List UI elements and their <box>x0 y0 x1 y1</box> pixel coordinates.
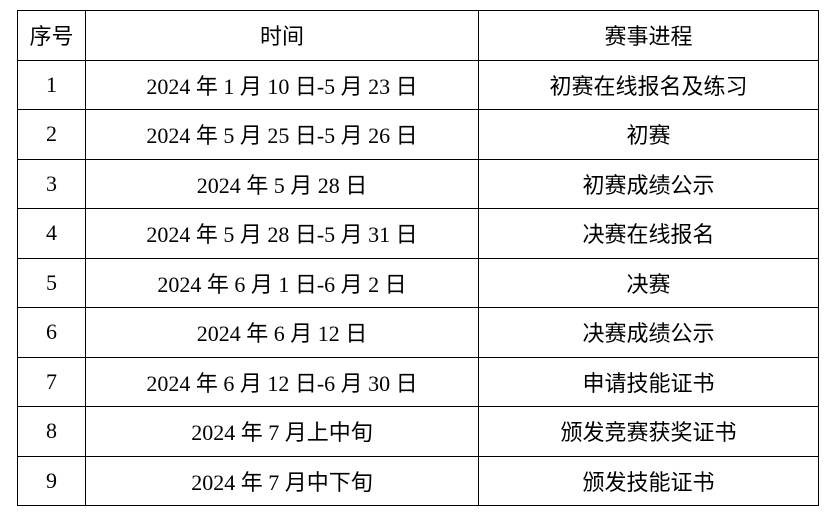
cell-time: 2024 年 5 月 28 日 <box>85 158 479 209</box>
cell-index: 1 <box>17 59 86 110</box>
schedule-table: 序号 时间 赛事进程 1 2024 年 1 月 10 日-5 月 23 日初赛在线… <box>17 10 819 506</box>
cell-stage: 初赛成绩公示 <box>478 158 819 209</box>
header-index: 序号 <box>17 10 86 61</box>
cell-index: 8 <box>17 406 86 457</box>
header-stage: 赛事进程 <box>478 10 819 61</box>
header-time: 时间 <box>85 10 479 61</box>
cell-index: 9 <box>17 455 86 506</box>
table-row: 1 2024 年 1 月 10 日-5 月 23 日初赛在线报名及练习 <box>17 59 819 110</box>
cell-time: 2024 年 6 月 12 日-6 月 30 日 <box>85 356 479 407</box>
table-row: 8 2024 年 7 月上中旬 颁发竞赛获奖证书 <box>17 406 819 457</box>
cell-index: 5 <box>17 257 86 308</box>
cell-time: 2024 年 7 月上中旬 <box>85 406 479 457</box>
cell-stage: 颁发技能证书 <box>478 455 819 506</box>
cell-time: 2024 年 6 月 1 日-6 月 2 日 <box>85 257 479 308</box>
cell-index: 3 <box>17 158 86 209</box>
cell-time: 2024 年 1 月 10 日-5 月 23 日 <box>85 59 479 110</box>
cell-index: 4 <box>17 208 86 259</box>
table-row: 2 2024 年 5 月 25 日-5 月 26 日初赛 <box>17 109 819 160</box>
cell-stage: 决赛 <box>478 257 819 308</box>
cell-stage: 初赛 <box>478 109 819 160</box>
cell-stage: 决赛成绩公示 <box>478 307 819 358</box>
cell-stage: 决赛在线报名 <box>478 208 819 259</box>
cell-stage: 颁发竞赛获奖证书 <box>478 406 819 457</box>
table-row: 9 2024 年 7 月中下旬 颁发技能证书 <box>17 455 819 506</box>
cell-index: 2 <box>17 109 86 160</box>
header-row: 序号 时间 赛事进程 <box>17 10 819 61</box>
cell-stage: 申请技能证书 <box>478 356 819 407</box>
table-row: 4 2024 年 5 月 28 日-5 月 31 日决赛在线报名 <box>17 208 819 259</box>
cell-time: 2024 年 7 月中下旬 <box>85 455 479 506</box>
cell-time: 2024 年 5 月 28 日-5 月 31 日 <box>85 208 479 259</box>
cell-index: 6 <box>17 307 86 358</box>
cell-stage: 初赛在线报名及练习 <box>478 59 819 110</box>
cell-time: 2024 年 6 月 12 日 <box>85 307 479 358</box>
table-row: 6 2024 年 6 月 12 日决赛成绩公示 <box>17 307 819 358</box>
table-row: 3 2024 年 5 月 28 日初赛成绩公示 <box>17 158 819 209</box>
table-row: 5 2024 年 6 月 1 日-6 月 2 日决赛 <box>17 257 819 308</box>
cell-time: 2024 年 5 月 25 日-5 月 26 日 <box>85 109 479 160</box>
cell-index: 7 <box>17 356 86 407</box>
table-row: 7 2024 年 6 月 12 日-6 月 30 日申请技能证书 <box>17 356 819 407</box>
